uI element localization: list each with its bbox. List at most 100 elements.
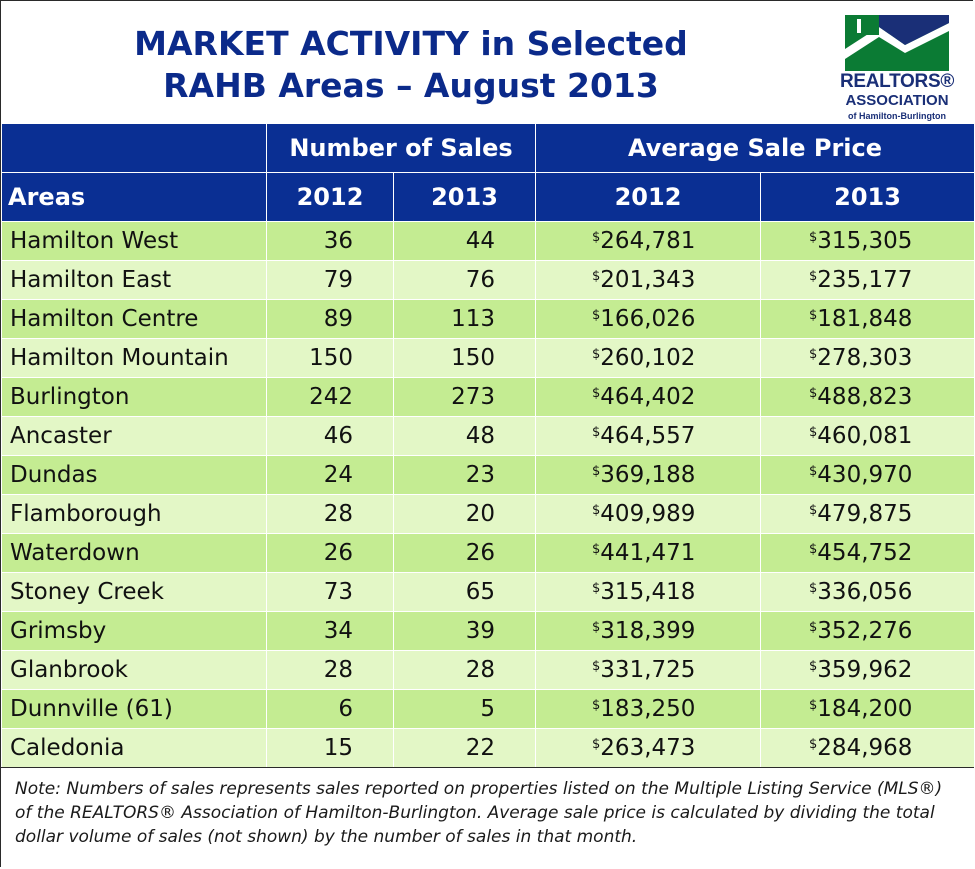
logo-text-realtors: REALTORS®: [839, 71, 955, 92]
area-cell: Waterdown: [1, 533, 267, 573]
sales-2013-cell: 48: [392, 416, 537, 456]
table-row: Hamilton East 79 76 $201,343 $235,177: [1, 260, 975, 300]
table-row: Caledonia 15 22 $263,473 $284,968: [1, 728, 975, 768]
area-cell: Dundas: [1, 455, 267, 495]
price-value: 359,962: [817, 657, 913, 683]
sales-2013-cell: 20: [392, 494, 537, 534]
market-activity-table: Number of Sales Average Sale Price Areas…: [1, 123, 975, 768]
currency-symbol: $: [592, 503, 601, 518]
sales-2012-cell: 79: [266, 260, 394, 300]
area-cell: Burlington: [1, 377, 267, 417]
price-2013-cell: $336,056: [760, 572, 975, 612]
currency-symbol: $: [809, 737, 818, 752]
sales-2012-cell: 24: [266, 455, 394, 495]
price-2013-cell: $315,305: [760, 221, 975, 261]
header: MARKET ACTIVITY in Selected RAHB Areas –…: [1, 1, 974, 123]
sales-2013-cell: 76: [392, 260, 537, 300]
sales-2013-cell: 23: [392, 455, 537, 495]
price-2012-cell: $369,188: [535, 455, 762, 495]
area-cell: Dunnville (61): [1, 689, 267, 729]
price-2012-cell: $264,781: [535, 221, 762, 261]
price-2013-cell: $430,970: [760, 455, 975, 495]
price-2012-cell: $441,471: [535, 533, 762, 573]
price-value: 409,989: [600, 501, 696, 527]
average-sale-price-header: Average Sale Price: [535, 123, 975, 173]
table-row: Grimsby 34 39 $318,399 $352,276: [1, 611, 975, 651]
price-2013-header: 2013: [760, 172, 975, 222]
sales-2013-cell: 26: [392, 533, 537, 573]
sales-2013-cell: 22: [392, 728, 537, 768]
price-2013-cell: $460,081: [760, 416, 975, 456]
table-body: Hamilton West 36 44 $264,781 $315,305 Hamilto…: [1, 221, 975, 768]
house-logo-icon: [845, 15, 951, 71]
sales-2013-cell: 150: [392, 338, 537, 378]
currency-symbol: $: [592, 581, 601, 596]
price-value: 441,471: [600, 540, 696, 566]
price-value: 166,026: [600, 306, 696, 332]
sales-2013-cell: 65: [392, 572, 537, 612]
sales-2013-cell: 44: [392, 221, 537, 261]
price-value: 336,056: [817, 579, 913, 605]
price-value: 278,303: [817, 345, 913, 371]
area-cell: Caledonia: [1, 728, 267, 768]
currency-symbol: $: [809, 581, 818, 596]
logo-text-hamilton-burlington: of Hamilton-Burlington: [848, 111, 946, 121]
currency-symbol: $: [592, 620, 601, 635]
sales-2012-cell: 73: [266, 572, 394, 612]
rahb-logo: REALTORS® ASSOCIATION of Hamilton-Burlin…: [827, 15, 967, 121]
title-line-2: RAHB Areas – August 2013: [163, 66, 659, 105]
price-value: 479,875: [817, 501, 913, 527]
sales-2012-cell: 34: [266, 611, 394, 651]
price-value: 352,276: [817, 618, 913, 644]
table-row: Hamilton Mountain 150 150 $260,102 $278,303: [1, 338, 975, 378]
area-cell: Stoney Creek: [1, 572, 267, 612]
currency-symbol: $: [809, 386, 818, 401]
sales-2012-cell: 89: [266, 299, 394, 339]
table-row: Stoney Creek 73 65 $315,418 $336,056: [1, 572, 975, 612]
price-value: 331,725: [600, 657, 696, 683]
price-value: 183,250: [600, 696, 696, 722]
table-row: Waterdown 26 26 $441,471 $454,752: [1, 533, 975, 573]
currency-symbol: $: [592, 659, 601, 674]
price-2012-cell: $166,026: [535, 299, 762, 339]
table-row: Hamilton Centre 89 113 $166,026 $181,848: [1, 299, 975, 339]
price-value: 260,102: [600, 345, 696, 371]
price-2012-cell: $183,250: [535, 689, 762, 729]
price-value: 201,343: [600, 267, 696, 293]
price-2012-cell: $409,989: [535, 494, 762, 534]
currency-symbol: $: [592, 386, 601, 401]
currency-symbol: $: [592, 230, 601, 245]
price-2013-cell: $235,177: [760, 260, 975, 300]
areas-header: Areas: [1, 172, 267, 222]
price-2013-cell: $184,200: [760, 689, 975, 729]
price-value: 184,200: [817, 696, 913, 722]
sales-2013-cell: 39: [392, 611, 537, 651]
sales-2012-cell: 150: [266, 338, 394, 378]
footnote: Note: Numbers of sales represents sales …: [1, 767, 974, 867]
table-row: Burlington 242 273 $464,402 $488,823: [1, 377, 975, 417]
sales-2012-cell: 28: [266, 494, 394, 534]
price-value: 263,473: [600, 735, 696, 761]
currency-symbol: $: [809, 464, 818, 479]
area-cell: Hamilton Centre: [1, 299, 267, 339]
price-value: 488,823: [817, 384, 913, 410]
area-cell: Glanbrook: [1, 650, 267, 690]
price-value: 315,418: [600, 579, 696, 605]
currency-symbol: $: [809, 698, 818, 713]
sales-2012-cell: 6: [266, 689, 394, 729]
currency-symbol: $: [592, 698, 601, 713]
sales-2012-cell: 15: [266, 728, 394, 768]
table-row: Glanbrook 28 28 $331,725 $359,962: [1, 650, 975, 690]
currency-symbol: $: [809, 620, 818, 635]
price-value: 235,177: [817, 267, 913, 293]
price-2012-header: 2012: [535, 172, 762, 222]
group-header-row: Number of Sales Average Sale Price: [1, 123, 975, 173]
price-2013-cell: $284,968: [760, 728, 975, 768]
column-header-row: Areas 2012 2013 2012 2013: [1, 172, 975, 222]
currency-symbol: $: [592, 308, 601, 323]
area-cell: Hamilton East: [1, 260, 267, 300]
price-value: 264,781: [600, 228, 696, 254]
table-row: Flamborough 28 20 $409,989 $479,875: [1, 494, 975, 534]
currency-symbol: $: [809, 347, 818, 362]
